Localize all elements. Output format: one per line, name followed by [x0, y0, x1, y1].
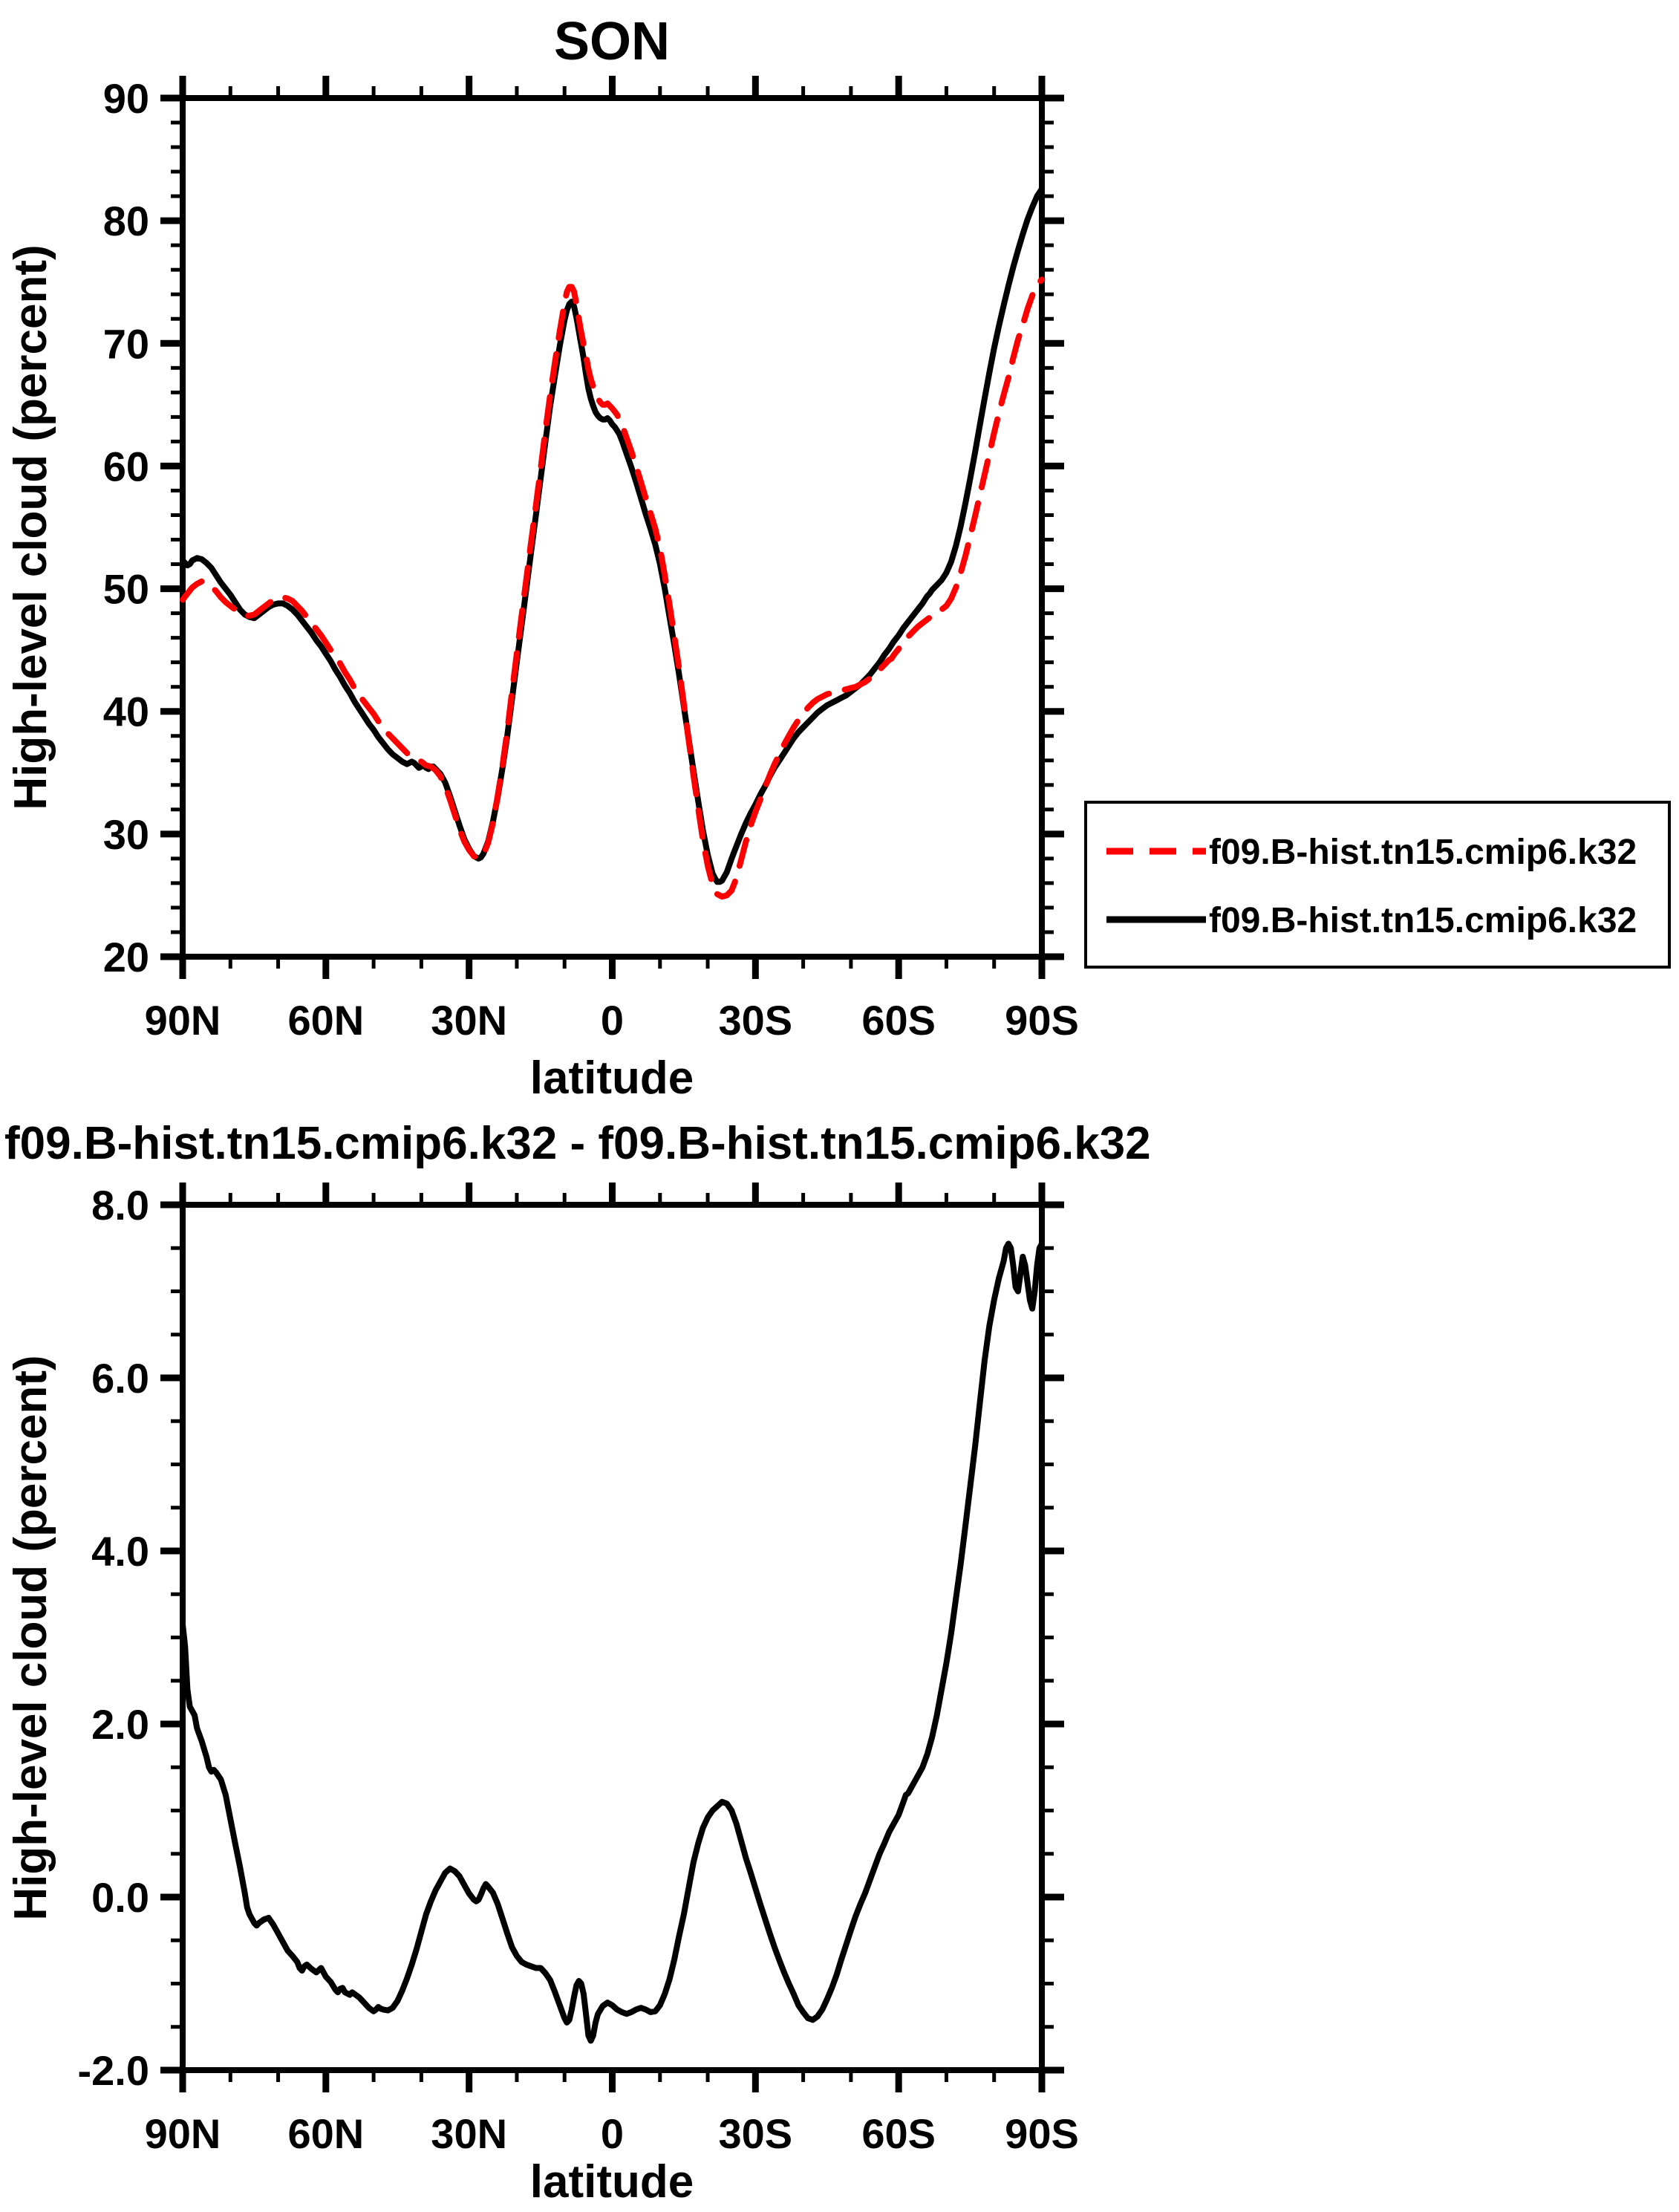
top-x-axis-label: latitude	[530, 1053, 694, 1104]
y-tick-label: 30	[103, 811, 149, 858]
x-tick-label: 30S	[719, 2110, 793, 2157]
y-tick-label: 6.0	[91, 1355, 149, 1402]
legend-label-1: f09.B-hist.tn15.cmip6.k32	[1209, 833, 1637, 872]
legend-box	[1084, 801, 1671, 969]
top-chart-axes: 90N 60N 30N 0 30S 60S 90S 90 80 70 60 50 40 30 20	[103, 75, 1079, 1044]
x-tick-label: 90S	[1005, 997, 1079, 1044]
legend-label-2: f09.B-hist.tn15.cmip6.k32	[1209, 901, 1637, 940]
y-tick-label: 20	[103, 934, 149, 980]
x-tick-label: 60S	[861, 2110, 936, 2157]
x-tick-label: 60S	[861, 997, 936, 1044]
axes-frame	[180, 95, 1045, 960]
bottom-y-axis-label: High-level cloud (percent)	[5, 1355, 56, 1920]
x-tick-label: 90S	[1005, 2110, 1079, 2157]
y-tick-label: 90	[103, 75, 149, 122]
top-chart-curves	[180, 186, 1045, 900]
bottom-chart-axes: 90N 60N 30N 0 30S 60S 90S 8.0 6.0 4.0 2.0 0.0 -2.0	[78, 1182, 1079, 2157]
y-tick-label: 50	[103, 566, 149, 613]
top-chart-title: SON	[554, 12, 670, 71]
curve-solid-black	[180, 186, 1045, 885]
top-y-axis-label: High-level cloud (percent)	[5, 244, 56, 810]
x-tick-label: 30S	[719, 997, 793, 1044]
y-tick-label: 80	[103, 198, 149, 244]
bottom-x-axis-label: latitude	[530, 2156, 694, 2208]
x-tick-label: 30N	[431, 997, 507, 1044]
x-tick-label: 90N	[145, 2110, 221, 2157]
x-tick-label: 30N	[431, 2110, 507, 2157]
legend: f09.B-hist.tn15.cmip6.k32 f09.B-hist.tn1…	[1084, 801, 1671, 969]
x-tick-label: 0	[601, 997, 624, 1044]
curve-solid-black	[180, 1240, 1045, 2044]
y-tick-label: 0.0	[91, 1874, 149, 1921]
x-tick-label: 0	[601, 2110, 624, 2157]
y-tick-label: 2.0	[91, 1701, 149, 1748]
y-tick-label: 70	[103, 320, 149, 367]
bottom-chart-title: f09.B-hist.tn15.cmip6.k32 - f09.B-hist.t…	[4, 1118, 1151, 1169]
x-tick-label: 60N	[287, 997, 364, 1044]
y-tick-label: 60	[103, 443, 149, 489]
y-tick-label: -2.0	[78, 2047, 150, 2094]
y-tick-label: 40	[103, 689, 149, 735]
y-tick-label: 4.0	[91, 1528, 149, 1575]
x-tick-label: 90N	[145, 997, 221, 1044]
y-tick-label: 8.0	[91, 1182, 149, 1229]
bottom-chart-curve	[180, 1240, 1045, 2044]
curve-dashed-red	[180, 276, 1045, 900]
axes-frame	[180, 1202, 1045, 2073]
x-tick-label: 60N	[287, 2110, 364, 2157]
